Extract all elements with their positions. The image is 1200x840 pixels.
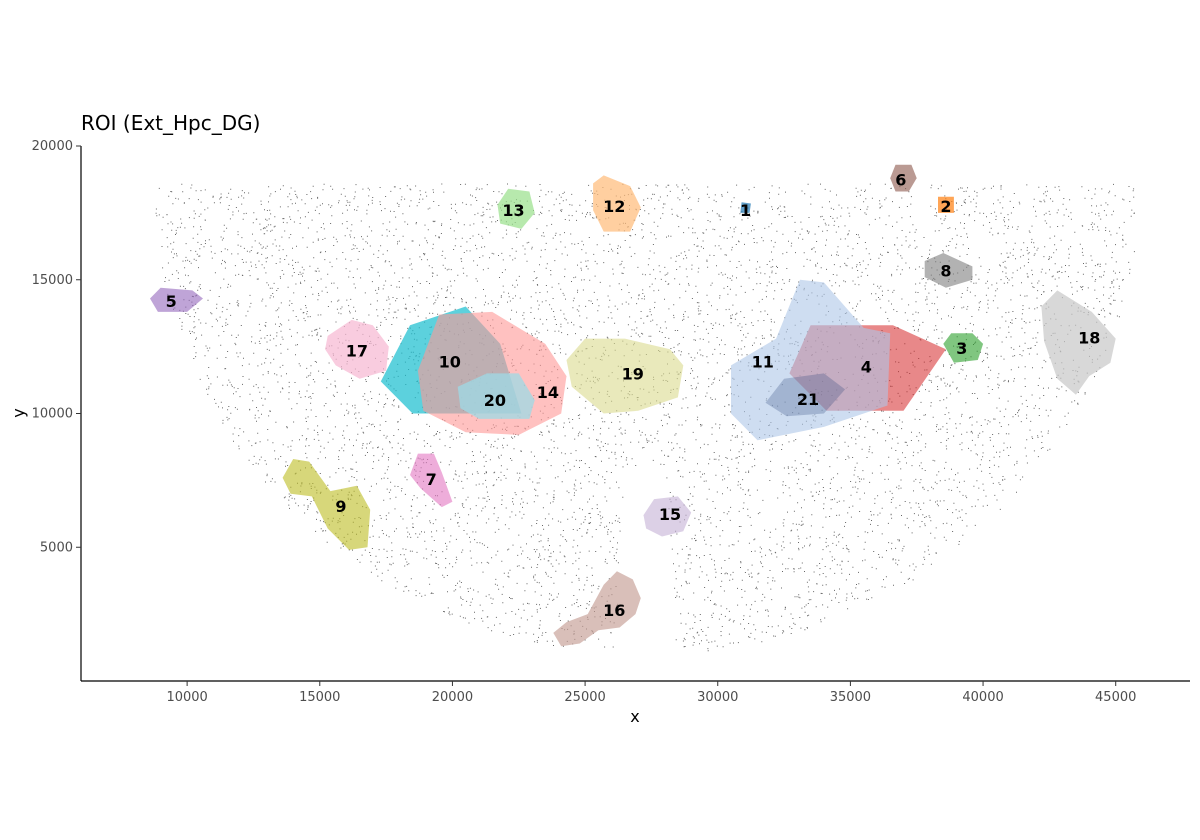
roi-region-19 xyxy=(566,338,684,414)
y-axis-title: y xyxy=(9,408,28,417)
roi-label-21: 21 xyxy=(797,390,819,409)
roi-label-18: 18 xyxy=(1078,328,1100,347)
roi-label-17: 17 xyxy=(346,342,368,361)
roi-label-11: 11 xyxy=(752,352,774,371)
roi-label-2: 2 xyxy=(940,197,951,216)
roi-region-7 xyxy=(410,453,453,508)
x-tick-label: 25000 xyxy=(564,690,605,705)
roi-label-6: 6 xyxy=(895,170,906,189)
cell-points xyxy=(155,183,1135,652)
roi-label-7: 7 xyxy=(426,470,437,489)
roi-region-11 xyxy=(731,279,891,441)
cell-scatter xyxy=(155,183,1135,652)
roi-region-17 xyxy=(325,319,389,379)
y-tick-label: 15000 xyxy=(32,273,73,288)
roi-region-21 xyxy=(765,373,846,417)
roi-region-1 xyxy=(740,202,751,213)
roi-region-8 xyxy=(924,253,973,288)
roi-region-15 xyxy=(643,496,692,537)
y-tick-label: 20000 xyxy=(32,139,73,154)
roi-label-1: 1 xyxy=(740,201,751,220)
roi-region-18 xyxy=(1041,290,1116,395)
roi-label-5: 5 xyxy=(166,292,177,311)
roi-region-2 xyxy=(938,196,954,213)
x-tick-label: 45000 xyxy=(1095,690,1136,705)
roi-region-5 xyxy=(150,287,203,312)
roi-region-6 xyxy=(890,164,917,192)
chart-title: ROI (Ext_Hpc_DG) xyxy=(81,111,260,135)
roi-label-3: 3 xyxy=(956,339,967,358)
x-tick-label: 40000 xyxy=(962,690,1003,705)
x-tick-label: 35000 xyxy=(830,690,871,705)
roi-region-9 xyxy=(282,459,371,550)
roi-label-14: 14 xyxy=(537,383,559,402)
y-tick-label: 10000 xyxy=(32,407,73,422)
x-tick-label: 10000 xyxy=(166,690,207,705)
y-axis-ticks: 5000 10000 15000 20000 xyxy=(32,139,81,555)
roi-label-8: 8 xyxy=(940,261,951,280)
roi-label-20: 20 xyxy=(484,391,506,410)
roi-label-4: 4 xyxy=(861,358,872,377)
roi-label-9: 9 xyxy=(335,497,346,516)
roi-region-3 xyxy=(943,333,984,363)
roi-region-16 xyxy=(553,571,641,647)
roi-label-12: 12 xyxy=(603,197,625,216)
y-tick-label: 5000 xyxy=(40,540,73,555)
roi-label-19: 19 xyxy=(622,364,644,383)
roi-regions xyxy=(150,164,1116,647)
x-tick-label: 30000 xyxy=(697,690,738,705)
roi-region-20 xyxy=(457,373,535,419)
roi-region-13 xyxy=(497,188,535,229)
roi-label-16: 16 xyxy=(603,601,625,620)
roi-label-10: 10 xyxy=(439,352,461,371)
roi-label-13: 13 xyxy=(502,201,524,220)
x-tick-label: 15000 xyxy=(299,690,340,705)
x-tick-label: 20000 xyxy=(432,690,473,705)
roi-region-12 xyxy=(593,175,641,232)
roi-label-15: 15 xyxy=(659,505,681,524)
x-axis-title: x xyxy=(630,707,639,726)
x-axis-ticks: 10000 15000 20000 25000 30000 35000 40000 45000 xyxy=(166,681,1136,705)
